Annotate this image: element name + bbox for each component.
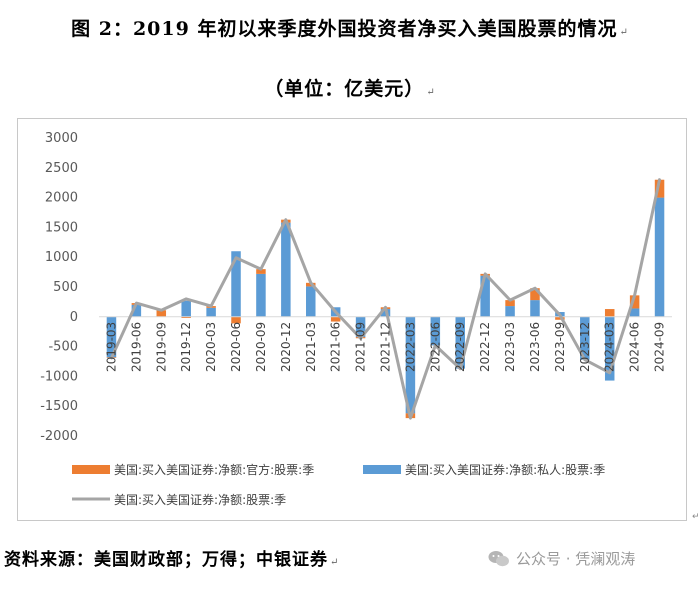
bar-private: [281, 222, 291, 317]
y-tick-label: 1500: [45, 220, 78, 235]
legend-label-official: 美国:买入美国证券:净额:官方:股票:季: [114, 462, 314, 477]
bar-official: [629, 295, 640, 309]
y-tick-label: -1000: [40, 369, 78, 384]
source-note: 资料来源：美国财政部；万得；中银证券 ↵: [4, 545, 339, 570]
bar-official: [505, 300, 515, 307]
x-tick-label: 2023-03: [503, 322, 517, 372]
bar-private: [306, 286, 316, 317]
bar-official: [330, 316, 341, 322]
chart-svg: -2000 -1500 -1000 -500 0 500 1000 1500 2000 2500 3…: [40, 131, 672, 507]
bar-private: [405, 316, 416, 414]
bar-private: [580, 316, 590, 360]
bar-private: [505, 306, 515, 317]
x-tick-label: 2019-03: [104, 322, 118, 372]
x-tick-label: 2020-12: [279, 322, 293, 372]
chart-frame: -2000 -1500 -1000 -500 0 500 1000 1500 2000 2500 3…: [17, 118, 687, 521]
bar-official: [654, 179, 665, 198]
x-tick-label: 2021-06: [329, 322, 343, 372]
x-tick-label: 2021-03: [304, 322, 318, 372]
chart-unit-text: （单位：亿美元）: [264, 78, 425, 100]
chart-unit: （单位：亿美元） ↵: [0, 74, 700, 101]
bar-private: [430, 316, 441, 346]
y-tick-label: 2500: [45, 161, 78, 176]
bar-private: [604, 316, 615, 381]
bar-official: [604, 309, 615, 317]
y-tick-label: 2000: [45, 191, 78, 206]
paragraph-mark: ↵: [330, 557, 340, 568]
x-tick-label: 2024-03: [603, 322, 617, 372]
bar-private: [654, 197, 665, 317]
x-tick-label: 2019-09: [154, 322, 168, 372]
x-tick-label: 2020-06: [229, 322, 243, 372]
bar-official: [555, 316, 565, 320]
paragraph-mark: ↵: [692, 512, 700, 522]
x-tick-label: 2022-03: [403, 322, 417, 372]
bar-private: [629, 308, 640, 317]
x-tick-label: 2022-06: [428, 322, 442, 372]
x-tick-label: 2023-12: [578, 322, 592, 372]
x-tick-label: 2020-03: [204, 322, 218, 372]
x-tick-label: 2022-12: [478, 322, 492, 372]
paragraph-mark: ↵: [426, 87, 436, 98]
bar-official: [156, 310, 167, 317]
x-tick-label: 2019-06: [129, 322, 143, 372]
paragraph-mark: ↵: [619, 27, 629, 38]
x-tick-label: 2019-12: [179, 322, 193, 372]
x-tick-label: 2024-06: [628, 322, 642, 372]
x-tick-label: 2022-09: [453, 322, 467, 372]
bar-private: [256, 273, 266, 317]
bar-official: [181, 316, 191, 318]
wechat-icon: [488, 550, 509, 566]
y-tick-label: 0: [70, 310, 78, 325]
bar-private: [530, 300, 540, 317]
bar-private: [131, 304, 142, 317]
bar-private: [106, 316, 117, 358]
bar-private: [231, 251, 241, 317]
x-tick-label: 2023-06: [528, 322, 542, 372]
x-tick-label: 2024-09: [653, 322, 667, 372]
bar-private: [455, 316, 465, 369]
bar-official: [231, 316, 241, 324]
bar-private: [480, 275, 490, 317]
x-tick-label: 2021-09: [354, 322, 368, 372]
y-tick-label: -500: [48, 340, 78, 355]
y-tick-label: 1000: [45, 250, 78, 265]
x-tick-label: 2021-12: [379, 322, 393, 372]
watermark-text: 公众号 · 凭澜观涛: [516, 550, 636, 568]
bar-private: [181, 300, 191, 317]
x-tick-label: 2020-09: [254, 322, 268, 372]
bar-private: [206, 307, 216, 317]
bar-official: [530, 288, 540, 301]
chart-title-text: 图 2：2019 年初以来季度外国投资者净买入美国股票的情况: [71, 18, 618, 40]
watermark: 公众号 · 凭澜观涛: [488, 548, 635, 569]
y-tick-label: 3000: [45, 131, 78, 146]
x-tick-label: 2023-09: [553, 322, 567, 372]
legend-swatch-official: [72, 465, 110, 474]
legend-swatch-private: [363, 465, 401, 474]
bar-private: [355, 316, 366, 338]
bar-official: [256, 269, 266, 274]
y-tick-label: 500: [53, 280, 78, 295]
legend-label-total: 美国:买入美国证券:净额:股票:季: [114, 492, 286, 507]
chart-title: 图 2：2019 年初以来季度外国投资者净买入美国股票的情况 ↵: [0, 14, 700, 41]
legend-label-private: 美国:买入美国证券:净额:私人:股票:季: [405, 462, 605, 477]
line-total: [110, 178, 661, 420]
y-tick-label: -1500: [40, 399, 78, 414]
y-tick-label: -2000: [40, 429, 78, 444]
source-text: 资料来源：美国财政部；万得；中银证券: [4, 550, 328, 570]
